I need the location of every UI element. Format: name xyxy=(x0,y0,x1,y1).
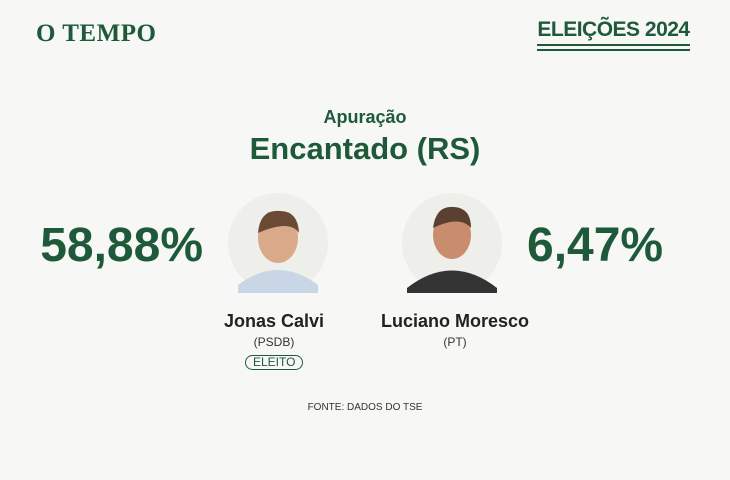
candidate-photo xyxy=(402,193,502,293)
candidate-photo xyxy=(228,193,328,293)
candidate-percent: 6,47% xyxy=(527,219,664,272)
candidate-name: Luciano Moresco xyxy=(380,311,530,331)
elected-badge: ELEITO xyxy=(245,355,304,370)
candidate-party: (PT) xyxy=(443,335,467,349)
city-title: Encantado (RS) xyxy=(249,131,481,166)
election-badge: ELEIÇÕES 2024 xyxy=(537,18,690,41)
candidate-percent: 58,88% xyxy=(40,219,203,272)
logo[interactable]: O TEMPO xyxy=(36,20,157,47)
badge-rule xyxy=(537,44,690,46)
candidate-party: (PSDB) xyxy=(253,335,295,349)
subtitle: Apuração xyxy=(323,107,407,127)
source-note: FONTE: DADOS DO TSE xyxy=(307,402,423,413)
badge-rule xyxy=(537,49,690,51)
candidate-name: Jonas Calvi xyxy=(223,311,325,331)
